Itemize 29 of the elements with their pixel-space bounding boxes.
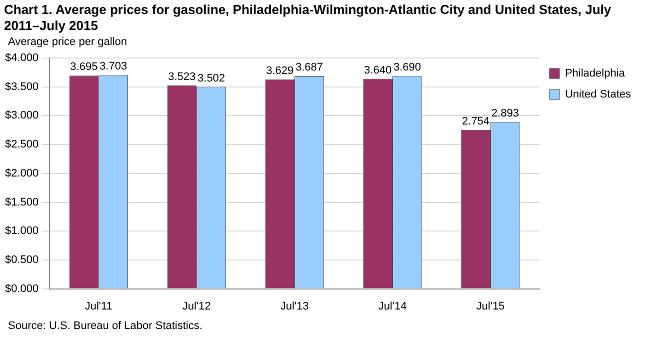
x-tick-label: Jul'11 — [84, 300, 112, 312]
data-label: 3.629 — [266, 64, 294, 77]
x-tick-label: Jul'13 — [280, 300, 309, 312]
x-tick-label: Jul'14 — [378, 300, 407, 312]
data-label: 3.640 — [364, 64, 392, 76]
x-tick-label: Jul'15 — [476, 300, 505, 312]
chart-title: Chart 1. Average prices for gasoline, Philadelphia-Wilmington-Atlantic City and United States, July 2011–July 2015 — [4, 2, 612, 34]
source-note: Source: U.S. Bureau of Labor Statistics. — [8, 320, 202, 332]
data-label: 3.502 — [198, 72, 226, 84]
legend-label: Philadelphia — [564, 68, 626, 80]
y-tick-label: $2.000 — [4, 167, 39, 180]
y-axis-title: Average price per gallon — [8, 36, 128, 48]
y-tick-label: $3.500 — [4, 80, 39, 93]
data-label: 3.523 — [168, 71, 196, 84]
y-tick-label: $2.500 — [4, 138, 39, 151]
data-label: 3.690 — [393, 61, 421, 74]
y-tick-label: $1.500 — [4, 196, 39, 208]
y-tick-label: $1.000 — [4, 225, 39, 238]
x-tick-label: Jul'12 — [182, 300, 211, 312]
y-tick-label: $4.000 — [4, 52, 39, 64]
y-tick-label: $3.000 — [4, 110, 39, 122]
y-tick-label: $0.000 — [4, 282, 39, 295]
y-tick-label: $0.500 — [4, 254, 39, 266]
legend-label: United States — [564, 88, 632, 101]
data-label: 2.893 — [491, 107, 519, 120]
data-label: 3.695 — [70, 61, 98, 74]
data-label: 3.703 — [100, 60, 128, 73]
data-label: 3.687 — [295, 62, 324, 74]
data-label: 2.754 — [462, 115, 490, 128]
